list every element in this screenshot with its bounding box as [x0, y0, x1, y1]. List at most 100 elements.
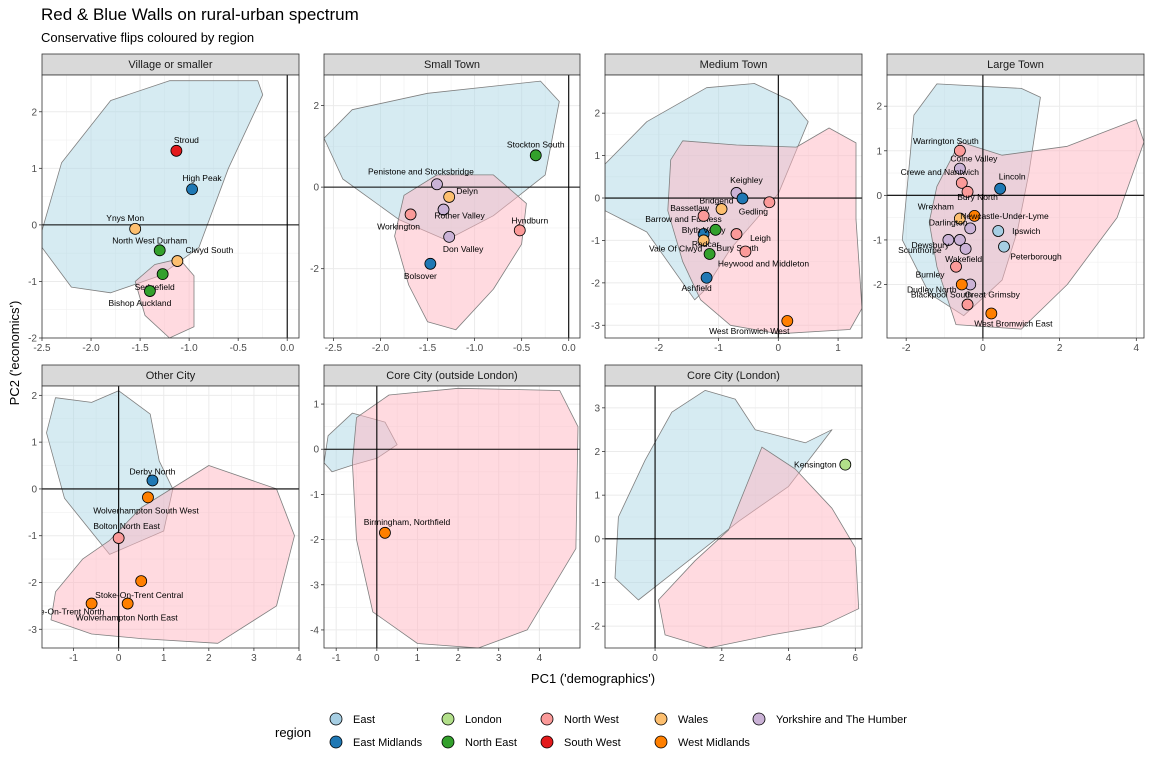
- data-point-label: Ynys Mon: [106, 213, 144, 223]
- legend-key: [540, 712, 554, 726]
- data-point-label: Gedling: [739, 206, 769, 216]
- panel-border: [604, 74, 863, 339]
- data-point-label: North West Durham: [112, 235, 187, 245]
- x-tick-label: 4: [786, 653, 792, 664]
- y-tick-label: -2: [28, 334, 37, 345]
- data-point-label: Blyth Valley: [682, 225, 727, 235]
- data-point: [703, 248, 716, 260]
- data-point-label: Workington: [377, 221, 420, 231]
- y-tick-label: -1: [873, 235, 882, 246]
- facet-panel: Core City (outside London) Birmingham, No…: [310, 364, 581, 664]
- data-point: [955, 176, 968, 189]
- x-tick-label: -1.5: [131, 343, 149, 354]
- y-tick-label: -1: [28, 531, 37, 542]
- panel-border: [886, 74, 1145, 339]
- facet-strip-label: Village or smaller: [128, 59, 213, 71]
- data-point: [112, 532, 125, 544]
- data-point: [135, 575, 148, 587]
- x-tick-label: 0: [374, 653, 380, 664]
- facet-panels: Village or smaller Stroud High Peak Ynys Mo…: [28, 53, 1145, 664]
- data-point: [942, 234, 955, 246]
- data-point: [953, 144, 966, 157]
- y-axis-title: PC2 ('economics'): [7, 301, 22, 406]
- data-point: [781, 315, 794, 327]
- data-point: [994, 182, 1007, 195]
- data-point: [170, 144, 183, 157]
- chart-subtitle: Conservative flips coloured by region: [41, 30, 254, 45]
- legend-key: [329, 735, 343, 749]
- data-point-label: Barrow and Furness: [645, 214, 722, 224]
- data-point-label: Bury South: [717, 243, 759, 253]
- y-tick-label: 1: [31, 164, 37, 175]
- y-tick-label: 2: [31, 107, 37, 118]
- x-tick-label: 0: [652, 653, 658, 664]
- red-wall-region: [351, 387, 579, 648]
- x-tick-label: -0.5: [513, 343, 531, 354]
- x-tick-label: 3: [251, 653, 257, 664]
- x-tick-label: 3: [496, 653, 502, 664]
- legend-label: West Midlands: [678, 737, 750, 749]
- x-tick-label: 0: [980, 343, 986, 354]
- facet-strip-label: Core City (London): [687, 370, 780, 382]
- legend-key: [441, 735, 455, 749]
- facet-panel: Village or smaller Stroud High Peak Ynys Mo…: [28, 53, 300, 354]
- data-point-label: Derby North: [130, 467, 176, 477]
- data-point: [85, 597, 98, 610]
- y-tick-label: 3: [594, 403, 600, 414]
- panel-plot-area: Stroud High Peak Ynys Mon North West Durham…: [42, 75, 299, 338]
- legend-label: North East: [465, 737, 517, 749]
- legend-key: [441, 712, 455, 726]
- y-tick-label: -4: [310, 625, 319, 636]
- blue-wall-region: [614, 389, 833, 601]
- y-tick-label: -3: [591, 321, 600, 332]
- data-point: [763, 196, 776, 209]
- panel-border: [323, 385, 581, 649]
- data-point-label: Bolton North East: [93, 521, 160, 531]
- y-tick-label: 2: [594, 447, 600, 458]
- y-tick-label: -3: [310, 580, 319, 591]
- x-tick-label: 0.0: [562, 343, 576, 354]
- facet-strip-label: Other City: [146, 370, 196, 382]
- data-point-label: Vale Of Clwyd: [649, 243, 702, 253]
- red-wall-region: [50, 465, 295, 644]
- legend-label: Yorkshire and The Humber: [776, 714, 907, 726]
- data-point: [171, 255, 184, 267]
- data-point: [443, 230, 456, 243]
- y-tick-label: 0: [313, 445, 319, 456]
- data-point-label: Darlington: [929, 217, 968, 227]
- y-tick-label: 2: [594, 109, 600, 120]
- y-tick-label: 0: [313, 183, 319, 194]
- facet-strip-label: Core City (outside London): [386, 370, 517, 382]
- x-tick-label: -2.0: [82, 343, 100, 354]
- data-point-label: Ashfield: [681, 283, 712, 293]
- data-point: [739, 245, 752, 258]
- y-tick-label: 0: [31, 484, 37, 495]
- x-tick-label: -2.5: [325, 343, 343, 354]
- data-point: [146, 474, 159, 487]
- data-point-label: Peterborough: [1010, 252, 1062, 262]
- data-point: [961, 185, 974, 198]
- data-point-label: Burnley: [916, 270, 946, 280]
- data-point: [964, 222, 977, 235]
- data-point-label: Delyn: [456, 186, 478, 196]
- data-point: [985, 307, 998, 320]
- x-tick-label: -1.0: [466, 343, 484, 354]
- data-point: [186, 183, 198, 196]
- facet-panel: Medium Town Keighley Bridgend Gedling Barrow…: [591, 53, 863, 354]
- panel-border: [604, 385, 863, 649]
- y-tick-label: 1: [876, 146, 882, 157]
- x-tick-label: 2: [206, 653, 212, 664]
- facet-strip-label: Medium Town: [700, 59, 768, 71]
- data-point: [715, 203, 728, 215]
- data-point: [955, 278, 968, 291]
- x-tick-label: -1.5: [419, 343, 437, 354]
- data-point-label: Clwyd South: [186, 245, 234, 255]
- legend-key: [752, 712, 766, 726]
- data-point-label: Great Grimsby: [965, 290, 1021, 300]
- legend-label: London: [465, 714, 502, 726]
- facet-strip-label: Large Town: [987, 59, 1044, 71]
- data-point: [529, 149, 542, 162]
- data-point: [992, 225, 1005, 237]
- data-point: [700, 271, 713, 284]
- panel-border: [41, 385, 300, 649]
